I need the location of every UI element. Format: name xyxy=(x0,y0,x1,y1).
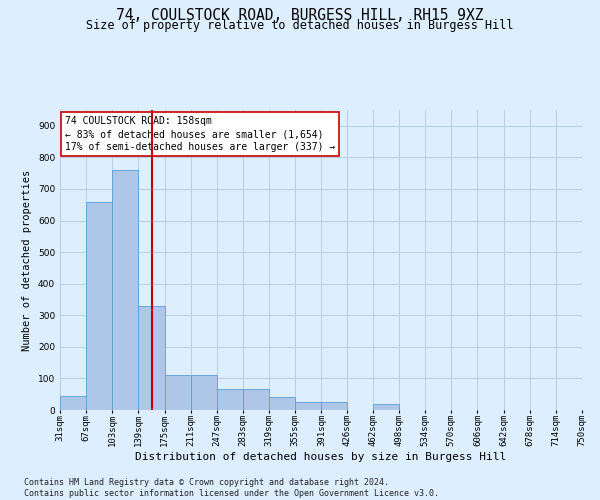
Text: 74, COULSTOCK ROAD, BURGESS HILL, RH15 9XZ: 74, COULSTOCK ROAD, BURGESS HILL, RH15 9… xyxy=(116,8,484,22)
Bar xyxy=(139,306,164,410)
Bar xyxy=(322,402,347,410)
Text: Size of property relative to detached houses in Burgess Hill: Size of property relative to detached ho… xyxy=(86,19,514,32)
Bar xyxy=(112,170,139,410)
Bar xyxy=(295,402,322,410)
Bar xyxy=(86,202,112,410)
Bar xyxy=(373,404,399,410)
X-axis label: Distribution of detached houses by size in Burgess Hill: Distribution of detached houses by size … xyxy=(136,452,506,462)
Bar xyxy=(269,398,295,410)
Bar xyxy=(217,390,243,410)
Bar xyxy=(243,390,269,410)
Bar xyxy=(60,396,86,410)
Text: Contains HM Land Registry data © Crown copyright and database right 2024.
Contai: Contains HM Land Registry data © Crown c… xyxy=(24,478,439,498)
Bar xyxy=(191,376,217,410)
Y-axis label: Number of detached properties: Number of detached properties xyxy=(22,170,32,350)
Text: 74 COULSTOCK ROAD: 158sqm
← 83% of detached houses are smaller (1,654)
17% of se: 74 COULSTOCK ROAD: 158sqm ← 83% of detac… xyxy=(65,116,335,152)
Bar xyxy=(164,376,191,410)
